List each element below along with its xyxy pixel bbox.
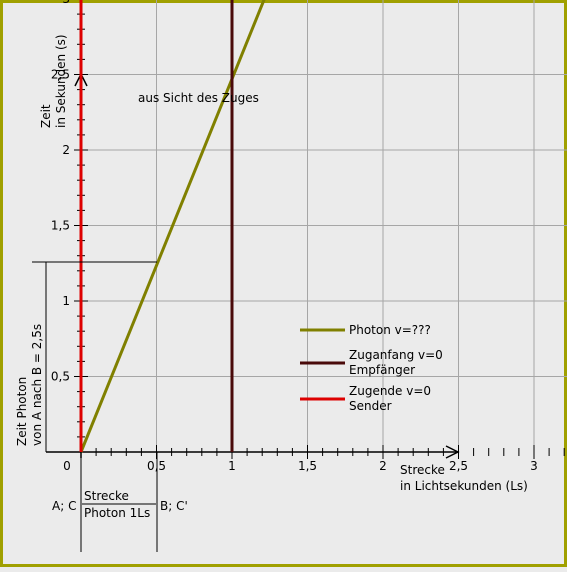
y-tick-label: 0,5: [51, 370, 70, 384]
y-axis-label-line2: in Sekunden (s): [54, 34, 68, 128]
legend-label: Photon v=???: [349, 323, 431, 337]
time-annotation-label: Zeit Photon von A nach B = 2,5s: [15, 324, 44, 446]
y-tick-label: 1: [62, 294, 70, 308]
series-line: [79, 0, 266, 453]
legend-label: Zuganfang v=0: [349, 348, 443, 362]
legend-label: Zugende v=0: [349, 384, 431, 398]
time-annotation-line2: von A nach B = 2,5s: [30, 324, 44, 446]
legend-label-line2: Sender: [349, 399, 392, 413]
x-tick-label: 2: [379, 459, 387, 473]
y-axis-label: Zeit in Sekunden (s): [39, 34, 68, 128]
x-tick-label: 1,5: [298, 459, 317, 473]
x-axis-label-line1: Strecke: [400, 463, 445, 477]
x-tick-label: 2,5: [449, 459, 468, 473]
time-annotation: Zeit Photon von A nach B = 2,5s: [15, 261, 157, 452]
y-tick-label: 3: [62, 0, 70, 6]
x-axis-label: Strecke in Lichtsekunden (Ls): [400, 463, 528, 493]
y-axis-label-line1: Zeit: [39, 104, 53, 128]
point-a-label: A; C: [52, 499, 76, 513]
y-tick-label: 2,5: [51, 68, 70, 82]
time-annotation-line1: Zeit Photon: [15, 377, 29, 446]
x-tick-label: 3: [530, 459, 538, 473]
distance-label-line1: Strecke: [84, 489, 129, 503]
distance-annotation: A; C B; C' Strecke Photon 1Ls: [52, 452, 188, 552]
x-axis-label-line2: in Lichtsekunden (Ls): [400, 479, 528, 493]
chart-title: aus Sicht des Zuges: [138, 91, 259, 105]
y-tick-label: 2: [62, 143, 70, 157]
x-tick-label: 0: [63, 459, 71, 473]
y-tick-label: 1,5: [51, 219, 70, 233]
legend-label-line2: Empfänger: [349, 363, 415, 377]
point-b-label: B; C': [160, 499, 188, 513]
x-tick-label: 1: [228, 459, 236, 473]
distance-label-line2: Photon 1Ls: [84, 506, 150, 520]
series-group: [79, 0, 266, 453]
